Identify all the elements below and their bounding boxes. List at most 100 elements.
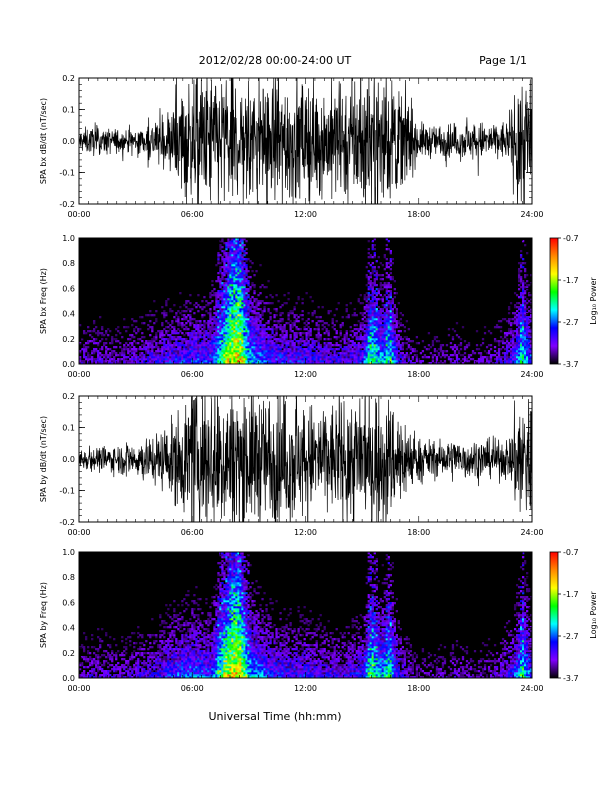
spectrogram-cell bbox=[253, 348, 256, 351]
spectrogram-cell bbox=[113, 358, 116, 361]
spectrogram-cell bbox=[269, 356, 272, 359]
spectrogram-cell bbox=[305, 334, 308, 337]
spectrogram-cell bbox=[521, 336, 525, 339]
spectrogram-cell bbox=[169, 352, 172, 355]
spectrogram-cell bbox=[145, 350, 148, 353]
spectrogram-cell bbox=[319, 336, 322, 339]
spectrogram-cell bbox=[507, 318, 511, 321]
spectrogram-cell bbox=[243, 282, 246, 285]
spectrogram-cell bbox=[401, 342, 405, 345]
spectrogram-cell bbox=[389, 262, 392, 265]
spectrogram-cell bbox=[397, 356, 400, 359]
spectrogram-cell bbox=[511, 344, 515, 347]
spectrogram-cell bbox=[295, 336, 298, 339]
spectrogram-cell bbox=[165, 360, 168, 363]
spectrogram-cell bbox=[223, 324, 226, 327]
spectrogram-cell bbox=[237, 274, 240, 277]
spectrogram-cell bbox=[525, 332, 529, 335]
spectrogram-cell bbox=[159, 342, 162, 345]
spectrogram-cell bbox=[131, 632, 134, 635]
spectrogram-cell bbox=[373, 328, 376, 331]
spectrogram-cell bbox=[163, 664, 166, 667]
spectrogram-cell bbox=[235, 346, 238, 349]
spectrogram-cell bbox=[271, 354, 274, 357]
spectrogram-cell bbox=[241, 294, 244, 297]
spectrogram-cell bbox=[235, 332, 238, 335]
spectrogram-cell bbox=[177, 324, 180, 327]
spectrogram-cell bbox=[179, 354, 182, 357]
spectrogram-cell bbox=[375, 316, 378, 319]
spectrogram-cell bbox=[521, 360, 525, 363]
spectrogram-cell bbox=[195, 324, 198, 327]
spectrogram-cell bbox=[327, 360, 330, 363]
spectrogram-cell bbox=[85, 638, 88, 641]
spectrogram-cell bbox=[225, 296, 228, 299]
spectrogram-cell bbox=[147, 666, 150, 669]
spectrogram-cell bbox=[363, 340, 366, 343]
spectrogram-cell bbox=[231, 246, 234, 249]
spectrogram-cell bbox=[367, 360, 370, 363]
spectrogram-cell bbox=[485, 358, 489, 361]
spectrogram-cell bbox=[383, 268, 386, 271]
spectrogram-cell bbox=[227, 354, 230, 357]
spectrogram-cell bbox=[487, 350, 491, 353]
spectrogram-cell bbox=[367, 330, 370, 333]
spectrogram-cell bbox=[115, 674, 118, 677]
spectrogram-cell bbox=[403, 360, 407, 363]
spectrogram-cell bbox=[185, 318, 188, 321]
spectrogram-cell bbox=[269, 354, 272, 357]
spectrogram-cell bbox=[219, 336, 222, 339]
spectrogram-cell bbox=[159, 670, 162, 673]
spectrogram-cell bbox=[329, 348, 332, 351]
spectrogram-cell bbox=[243, 272, 246, 275]
spectrogram-cell bbox=[229, 260, 232, 263]
spectrogram-cell bbox=[189, 342, 192, 345]
spectrogram-cell bbox=[487, 344, 491, 347]
spectrogram-cell bbox=[113, 674, 116, 677]
spectrogram-cell bbox=[387, 344, 390, 347]
spectrogram-cell bbox=[161, 332, 164, 335]
spectrogram-cell bbox=[89, 652, 92, 655]
spectrogram-cell bbox=[327, 310, 330, 313]
spectrogram-cell bbox=[203, 332, 206, 335]
spectrogram-cell bbox=[373, 310, 376, 313]
spectrogram-cell bbox=[161, 330, 164, 333]
spectrogram-cell bbox=[187, 352, 190, 355]
spectrogram-cell bbox=[419, 360, 423, 363]
spectrogram-cell bbox=[219, 286, 222, 289]
spectrogram-cell bbox=[237, 250, 240, 253]
spectrogram-cell bbox=[249, 354, 252, 357]
spectrogram-cell bbox=[367, 336, 370, 339]
spectrogram-cell bbox=[387, 330, 390, 333]
spectrogram-cell bbox=[255, 322, 258, 325]
spectrogram-cell bbox=[251, 296, 254, 299]
spectrogram-cell bbox=[229, 310, 232, 313]
spectrogram-cell bbox=[281, 336, 284, 339]
spectrogram-cell bbox=[439, 360, 443, 363]
spectrogram-cell bbox=[81, 672, 84, 675]
spectrogram-cell bbox=[181, 354, 184, 357]
spectrogram-cell bbox=[151, 658, 154, 661]
spectrogram-cell bbox=[530, 312, 532, 315]
spectrogram-cell bbox=[165, 332, 168, 335]
spectrogram-cell bbox=[87, 330, 90, 333]
spectrogram-cell bbox=[333, 352, 336, 355]
spectrogram-cell bbox=[325, 322, 328, 325]
spectrogram-cell bbox=[523, 292, 527, 295]
spectrogram-cell bbox=[269, 358, 272, 361]
spectrogram-cell bbox=[305, 358, 308, 361]
spectrogram-cell bbox=[159, 636, 162, 639]
spectrogram-cell bbox=[387, 350, 390, 353]
spectrogram-cell bbox=[229, 270, 232, 273]
spectrogram-cell bbox=[513, 292, 517, 295]
spectrogram-cell bbox=[211, 318, 214, 321]
spectrogram-cell bbox=[227, 322, 230, 325]
spectrogram-cell bbox=[399, 352, 403, 355]
spectrogram-cell bbox=[293, 336, 296, 339]
spectrogram-cell bbox=[247, 306, 250, 309]
spectrogram-cell bbox=[275, 320, 278, 323]
spectrogram-cell bbox=[143, 664, 146, 667]
spectrogram-cell bbox=[219, 348, 222, 351]
spectrogram-cell bbox=[253, 340, 256, 343]
spectrogram-cell bbox=[211, 348, 214, 351]
